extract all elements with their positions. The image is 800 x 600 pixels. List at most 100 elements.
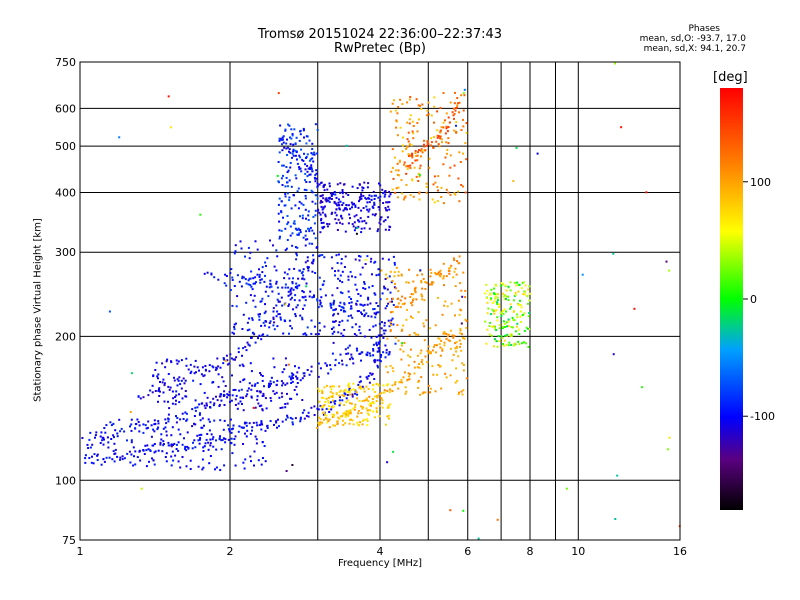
data-point: [302, 268, 305, 271]
data-point: [113, 460, 116, 463]
data-point: [341, 394, 344, 397]
data-point: [503, 326, 506, 328]
data-point: [281, 184, 284, 186]
data-point: [457, 177, 460, 180]
data-point: [298, 200, 301, 203]
data-point: [306, 256, 309, 259]
data-point: [284, 129, 287, 132]
data-point: [310, 168, 313, 170]
data-point: [377, 334, 380, 337]
data-point: [303, 152, 305, 155]
data-point: [436, 110, 439, 113]
data-point: [340, 258, 343, 260]
data-point: [299, 269, 301, 272]
data-point: [380, 334, 383, 337]
data-point: [244, 421, 247, 424]
data-point: [263, 280, 266, 283]
data-point: [363, 335, 366, 338]
data-point: [498, 305, 501, 308]
data-point: [304, 238, 307, 241]
data-point: [360, 380, 362, 383]
data-point: [326, 421, 329, 424]
data-point: [430, 271, 433, 274]
data-point: [246, 321, 249, 324]
data-point: [321, 211, 324, 214]
data-point: [447, 270, 450, 272]
data-point: [228, 390, 231, 393]
data-point: [411, 156, 414, 159]
data-point: [382, 192, 385, 195]
data-point: [92, 462, 95, 465]
data-point: [362, 187, 365, 189]
data-point: [195, 371, 197, 374]
data-point: [384, 278, 387, 280]
data-point: [411, 120, 414, 123]
data-point: [408, 378, 411, 381]
data-point: [435, 344, 438, 347]
data-point: [223, 282, 226, 285]
data-point: [143, 453, 146, 455]
data-point: [443, 344, 446, 347]
data-point: [388, 417, 390, 420]
data-point: [279, 235, 281, 238]
data-point: [431, 198, 434, 201]
data-point: [348, 382, 350, 385]
data-point: [490, 313, 493, 316]
data-point: [391, 384, 394, 387]
data-point: [389, 110, 392, 113]
data-point: [343, 309, 345, 312]
data-point: [349, 388, 352, 391]
data-point: [249, 455, 252, 458]
data-point: [303, 372, 306, 375]
data-point: [444, 300, 447, 303]
data-point: [425, 281, 428, 284]
data-point: [240, 285, 243, 288]
data-point: [168, 388, 171, 391]
data-point: [245, 282, 248, 285]
data-point: [153, 430, 156, 433]
data-point: [507, 295, 510, 298]
data-point: [277, 92, 280, 95]
data-point: [314, 180, 317, 183]
data-point: [226, 393, 229, 396]
data-point: [126, 439, 128, 442]
data-point: [614, 62, 616, 65]
data-point: [331, 211, 334, 214]
data-point: [325, 200, 328, 203]
data-point: [522, 281, 525, 284]
data-point: [398, 159, 401, 162]
data-point: [461, 362, 464, 365]
data-point: [502, 292, 505, 295]
data-point: [248, 328, 251, 331]
data-point: [243, 467, 246, 470]
data-point: [212, 404, 215, 407]
data-point: [370, 373, 373, 376]
data-point: [392, 370, 395, 373]
data-point: [306, 369, 309, 371]
data-point: [102, 443, 105, 446]
data-point: [455, 130, 458, 133]
data-point: [170, 464, 173, 467]
data-point: [496, 303, 499, 305]
data-point: [331, 332, 334, 335]
data-point: [233, 443, 236, 446]
data-point: [507, 344, 510, 347]
data-point: [447, 126, 450, 129]
data-point: [352, 407, 355, 410]
data-point: [264, 397, 267, 400]
data-point: [308, 242, 311, 245]
data-point: [505, 297, 507, 300]
data-point: [377, 206, 380, 209]
data-point: [304, 332, 307, 335]
data-point: [340, 309, 343, 312]
data-point: [509, 334, 512, 337]
data-point: [344, 416, 347, 418]
data-point: [665, 260, 668, 263]
data-point: [289, 162, 292, 164]
data-point: [367, 197, 370, 200]
data-point: [263, 324, 266, 327]
data-point: [447, 116, 450, 119]
data-point: [288, 179, 291, 182]
data-point: [311, 270, 314, 273]
data-point: [328, 426, 331, 429]
